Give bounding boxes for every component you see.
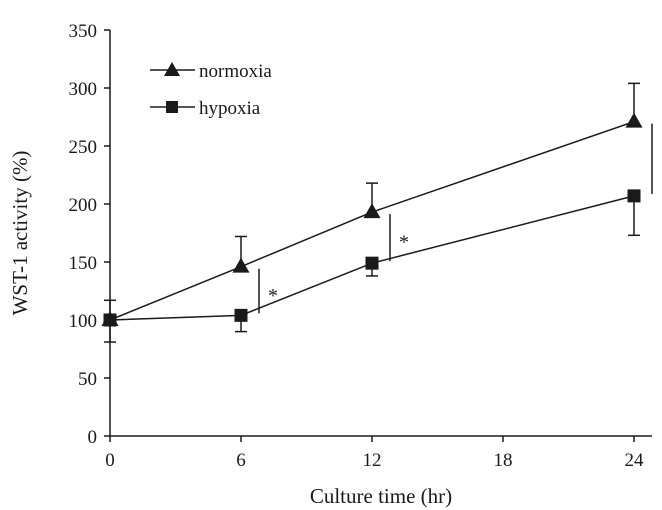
series-lines bbox=[109, 120, 635, 321]
y-tick-label: 100 bbox=[69, 311, 98, 332]
y-tick-label: 350 bbox=[69, 21, 98, 42]
y-tick-label: 200 bbox=[69, 195, 98, 216]
legend-item-hypoxia: hypoxia bbox=[150, 98, 261, 119]
point-marker-normoxia bbox=[363, 203, 381, 219]
legend-triangle-marker bbox=[164, 62, 180, 76]
x-ticks: 0 6 12 18 24 bbox=[105, 436, 644, 471]
legend-square-marker bbox=[166, 101, 178, 113]
point-marker-normoxia bbox=[625, 112, 643, 128]
point-marker-hypoxia bbox=[234, 308, 248, 322]
point-marker-hypoxia bbox=[627, 189, 641, 203]
legend-label-normoxia: normoxia bbox=[199, 61, 272, 82]
x-tick-label: 0 bbox=[105, 450, 115, 471]
x-tick-label: 12 bbox=[363, 450, 382, 471]
y-axis-title: WST-1 activity (%) bbox=[8, 151, 32, 316]
error-bars bbox=[104, 82, 640, 343]
y-tick-label: 150 bbox=[69, 253, 98, 274]
markers bbox=[101, 112, 643, 327]
point-marker-normoxia bbox=[232, 257, 250, 273]
legend-label-hypoxia: hypoxia bbox=[199, 98, 261, 119]
x-axis-title: Culture time (hr) bbox=[310, 484, 452, 508]
y-ticks: 0 50 100 150 200 250 300 350 bbox=[69, 21, 110, 448]
point-marker-hypoxia bbox=[103, 313, 117, 327]
significance-asterisk: * bbox=[268, 285, 278, 307]
x-tick-label: 18 bbox=[494, 450, 513, 471]
series-line-normoxia bbox=[109, 120, 635, 321]
y-tick-label: 300 bbox=[69, 79, 98, 100]
point-marker-hypoxia bbox=[365, 256, 379, 270]
x-tick-label: 6 bbox=[236, 450, 246, 471]
legend-item-normoxia: normoxia bbox=[150, 61, 272, 82]
legend: normoxia hypoxia bbox=[150, 61, 272, 119]
y-tick-label: 50 bbox=[78, 369, 97, 390]
significance-asterisk: * bbox=[399, 232, 409, 254]
y-tick-label: 0 bbox=[88, 427, 98, 448]
x-tick-label: 24 bbox=[625, 450, 645, 471]
series-line-hypoxia bbox=[109, 195, 635, 321]
y-tick-label: 250 bbox=[69, 137, 98, 158]
